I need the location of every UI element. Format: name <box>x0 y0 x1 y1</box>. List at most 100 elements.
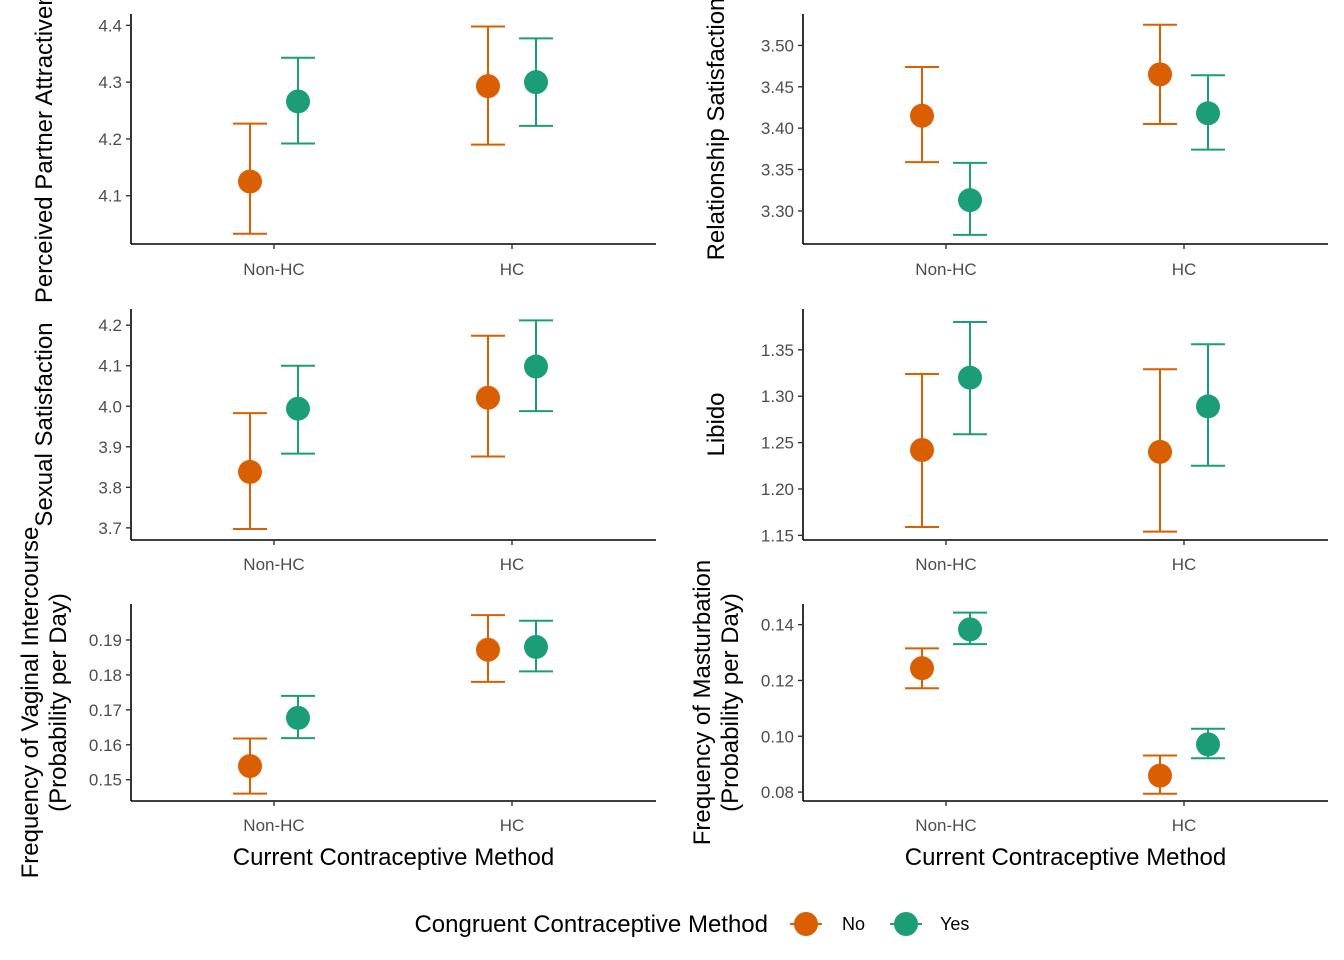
series-no <box>233 614 505 795</box>
data-point <box>476 637 500 662</box>
data-point <box>238 169 262 194</box>
data-point <box>1148 439 1172 464</box>
panel-5: 0.15 0.16 0.17 0.18 0.19 Non-HC HC Frequency of… <box>17 527 656 879</box>
data-point <box>958 365 982 390</box>
x-tick-label: HC <box>500 555 525 574</box>
y-tick-label: 0.17 <box>89 701 122 720</box>
y-axis-title-line: Perceived Partner Attractiveness <box>31 0 58 303</box>
panel-marks <box>905 320 1225 533</box>
series-no <box>905 368 1177 533</box>
data-point <box>238 754 262 779</box>
y-tick-label: 1.25 <box>761 434 794 453</box>
data-point <box>1148 763 1172 788</box>
y-tick-label: 3.7 <box>98 519 122 538</box>
series-no <box>905 647 1177 795</box>
y-axis-title-line: Relationship Satisfaction <box>703 0 730 260</box>
x-tick-label: HC <box>1172 816 1197 835</box>
panel-3: 3.7 3.8 3.9 4.0 4.1 4.2 Non-HC HC Sexual Satisfa… <box>31 309 656 574</box>
data-point <box>524 354 548 379</box>
series-yes <box>953 611 1225 760</box>
panel-1: 4.1 4.2 4.3 4.4 Non-HC HC Perceived Partner At… <box>31 0 656 303</box>
y-axis-title: Frequency of Masturbation(Probability pe… <box>689 560 744 845</box>
y-tick-label: 1.35 <box>761 341 794 360</box>
data-point <box>1196 101 1220 126</box>
x-axis-title: Current Contraceptive Method <box>905 844 1227 871</box>
series-no <box>905 23 1177 164</box>
data-point <box>910 103 934 128</box>
series-no <box>233 25 505 235</box>
data-point <box>238 459 262 484</box>
series-yes <box>953 74 1225 236</box>
x-tick-label: HC <box>1172 260 1197 279</box>
x-axis-title: Current Contraceptive Method <box>233 844 555 871</box>
chart-panels: 4.1 4.2 4.3 4.4 Non-HC HC Perceived Partner At… <box>17 0 1328 878</box>
series-yes <box>281 37 553 145</box>
y-tick-label: 0.08 <box>761 783 794 802</box>
panel-marks <box>233 319 553 531</box>
y-tick-label: 4.4 <box>98 16 122 35</box>
y-tick-label: 3.40 <box>761 119 794 138</box>
panel-marks <box>905 611 1225 795</box>
y-axis-title-line: Libido <box>703 392 730 456</box>
data-point <box>1196 394 1220 419</box>
data-point <box>524 70 548 95</box>
y-tick-label: 4.2 <box>98 316 122 335</box>
data-point <box>476 385 500 410</box>
y-axis-title-line: Frequency of Masturbation <box>689 560 716 845</box>
panel-2: 3.30 3.35 3.40 3.45 3.50 Non-HC HC Relationship… <box>703 0 1328 279</box>
x-tick-label: Non-HC <box>243 260 304 279</box>
y-tick-label: 3.9 <box>98 438 122 457</box>
series-yes <box>281 619 553 740</box>
y-tick-label: 0.12 <box>761 671 794 690</box>
x-tick-label: Non-HC <box>915 555 976 574</box>
y-tick-label: 3.45 <box>761 78 794 97</box>
data-point <box>958 617 982 642</box>
y-tick-label: 1.20 <box>761 480 794 499</box>
y-axis-title-line: Sexual Satisfaction <box>31 322 58 526</box>
y-tick-label: 4.0 <box>98 397 122 416</box>
y-tick-label: 4.1 <box>98 187 122 206</box>
y-tick-label: 3.30 <box>761 202 794 221</box>
legend-key-point-no <box>794 912 818 936</box>
legend-key-point-yes <box>894 912 918 936</box>
panel-marks <box>905 23 1225 236</box>
legend: Congruent Contraceptive Method No Yes <box>414 911 969 938</box>
x-tick-label: HC <box>500 816 525 835</box>
data-point <box>476 74 500 99</box>
y-tick-label: 0.16 <box>89 736 122 755</box>
x-tick-label: Non-HC <box>915 260 976 279</box>
y-tick-label: 3.35 <box>761 161 794 180</box>
data-point <box>286 705 310 730</box>
y-tick-label: 4.2 <box>98 130 122 149</box>
y-axis-title-line: (Probability per Day) <box>717 593 744 812</box>
series-no <box>233 334 505 531</box>
y-axis-title-line: Frequency of Vaginal Intercourse <box>17 527 44 879</box>
y-axis-title: Perceived Partner Attractiveness <box>31 0 58 303</box>
data-point <box>910 438 934 463</box>
legend-item-yes: Yes <box>890 912 969 936</box>
data-point <box>910 656 934 681</box>
series-yes <box>281 319 553 455</box>
y-axis-title-line: (Probability per Day) <box>45 593 72 812</box>
legend-label-no: No <box>842 914 865 934</box>
y-tick-label: 0.15 <box>89 771 122 790</box>
y-tick-label: 4.1 <box>98 357 122 376</box>
x-tick-label: Non-HC <box>915 816 976 835</box>
data-point <box>958 188 982 213</box>
legend-item-no: No <box>790 912 865 936</box>
x-tick-label: Non-HC <box>243 555 304 574</box>
panel-marks <box>233 614 553 795</box>
y-tick-label: 0.18 <box>89 666 122 685</box>
panel-4: 1.15 1.20 1.25 1.30 1.35 Non-HC HC Libido <box>703 309 1328 574</box>
data-point <box>1196 732 1220 757</box>
data-point <box>524 634 548 659</box>
y-tick-label: 4.3 <box>98 73 122 92</box>
y-axis-title: Frequency of Vaginal Intercourse(Probabi… <box>17 527 72 879</box>
legend-title: Congruent Contraceptive Method <box>414 911 768 938</box>
x-tick-label: HC <box>500 260 525 279</box>
legend-label-yes: Yes <box>940 914 969 934</box>
series-yes <box>953 320 1225 467</box>
x-tick-label: Non-HC <box>243 816 304 835</box>
y-axis-title: Relationship Satisfaction <box>703 0 730 260</box>
